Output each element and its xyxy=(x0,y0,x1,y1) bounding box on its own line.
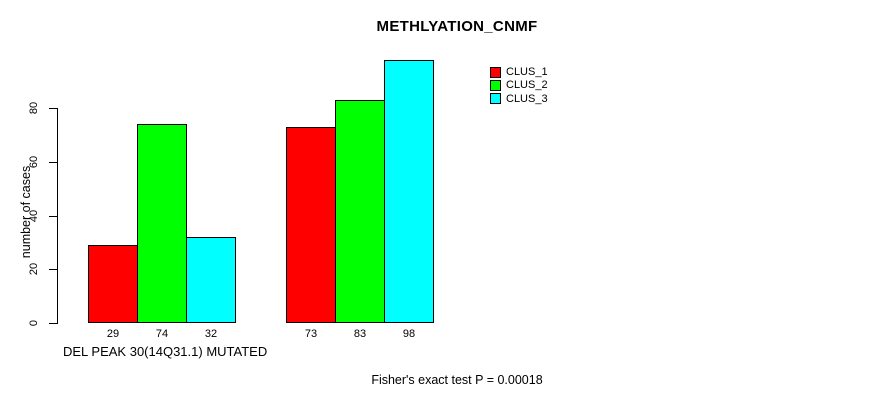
y-axis-tick xyxy=(49,215,57,217)
legend-label: CLUS_3 xyxy=(506,92,548,105)
y-axis-line xyxy=(57,108,58,324)
x-axis-label: DEL PEAK 30(14Q31.1) MUTATED xyxy=(63,344,268,359)
y-axis-tick xyxy=(49,108,57,109)
bar-value-label: 83 xyxy=(353,328,367,340)
chart-title: METHLYATION_CNMF xyxy=(376,18,538,35)
y-axis-tick-label: 80 xyxy=(28,101,40,115)
legend-item: CLUS_1 xyxy=(490,66,548,78)
bar-clus_2-group2 xyxy=(335,99,385,323)
y-axis-tick-label: 0 xyxy=(28,319,40,327)
legend-label: CLUS_2 xyxy=(506,79,548,92)
legend-item: CLUS_3 xyxy=(490,93,548,105)
bar-clus_3-group1 xyxy=(186,237,236,323)
y-axis-tick xyxy=(49,269,57,271)
y-axis-tick-label: 20 xyxy=(28,263,40,276)
bar-clus_1-group1 xyxy=(88,245,138,323)
y-axis-tick-label: 40 xyxy=(28,209,40,222)
bar-value-label: 32 xyxy=(204,328,218,340)
bar-value-label: 74 xyxy=(155,328,169,340)
legend-label: CLUS_1 xyxy=(506,66,548,78)
legend: CLUS_1 CLUS_2 CLUS_3 xyxy=(490,66,610,110)
y-axis-tick xyxy=(49,161,57,163)
bar-clus_3-group2 xyxy=(384,59,434,323)
legend-swatch-clus_1 xyxy=(490,66,501,78)
y-axis-tick xyxy=(49,323,57,324)
bar-value-label: 73 xyxy=(304,328,318,340)
legend-swatch-clus_2 xyxy=(490,79,501,91)
legend-swatch-clus_3 xyxy=(490,93,501,105)
bar-clus_2-group1 xyxy=(137,124,187,323)
y-axis-tick-label: 60 xyxy=(28,155,40,168)
footer-note: Fisher's exact test P = 0.00018 xyxy=(371,373,543,387)
bar-value-label: 29 xyxy=(106,328,120,340)
bar-value-label: 98 xyxy=(402,328,416,340)
bar-clus_1-group2 xyxy=(286,126,336,323)
legend-item: CLUS_2 xyxy=(490,79,548,91)
